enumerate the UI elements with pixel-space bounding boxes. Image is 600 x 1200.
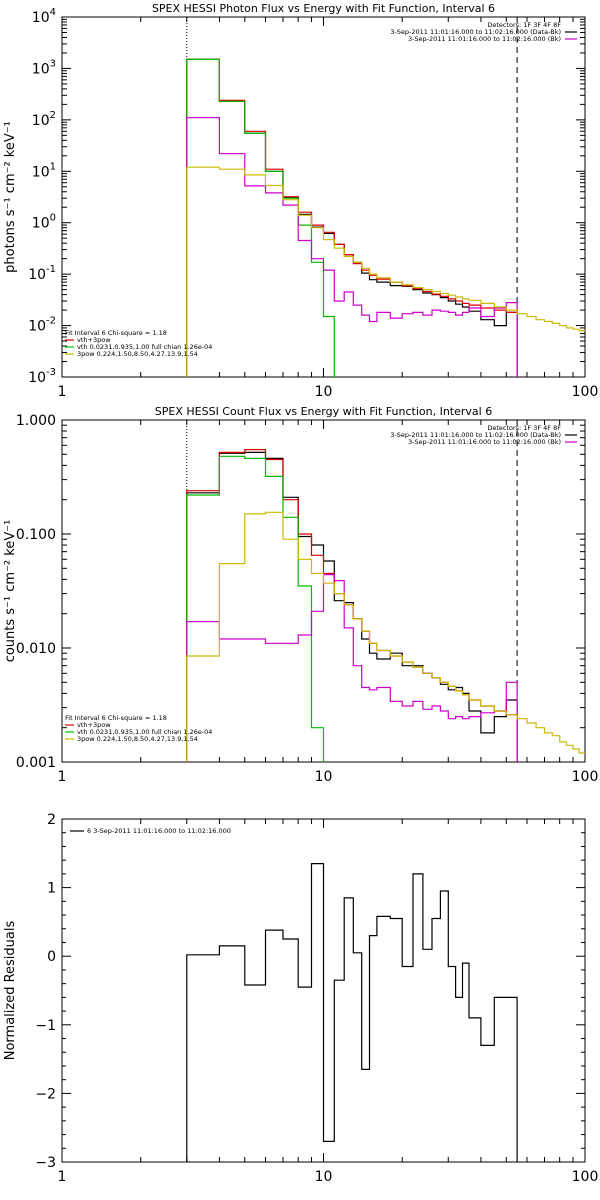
series-group [186, 449, 585, 762]
legend-entry: Detectors: 1F 3F 4F 8F [487, 21, 561, 29]
series-line-4 [186, 574, 518, 762]
series-line-1 [186, 58, 518, 377]
series-line-1 [186, 451, 518, 762]
legend-entry: vth 0.0231,0.935,1.00 full chian 1.26e-0… [77, 728, 212, 736]
chart-title: SPEX HESSI Photon Flux vs Energy with Fi… [152, 2, 495, 15]
y-tick-exponent: 2 [50, 110, 56, 121]
y-tick-exponent: -3 [46, 367, 56, 378]
y-tick-exponent: 1 [50, 161, 56, 172]
y-tick-label: −1 [35, 1018, 56, 1034]
y-tick-label: 100 [32, 213, 56, 232]
legend-entry: Fit Interval 6 Chi-square = 1.18 [65, 329, 167, 337]
y-axis-label: Normalized Residuals [3, 921, 18, 1061]
series-line-2 [186, 58, 518, 377]
y-tick-label: 101 [32, 161, 56, 180]
y-tick-label: 103 [32, 58, 56, 77]
y-tick-label: 104 [32, 7, 56, 26]
chart-panel-2: SPEX HESSI Count Flux vs Energy with Fit… [3, 405, 598, 785]
legend-entry: Fit Interval 6 Chi-square = 1.18 [65, 714, 167, 722]
legend-entry: 3-Sep-2011 11:01:16.000 to 11:02:16.000 … [390, 28, 561, 36]
chart-panel-1: SPEX HESSI Photon Flux vs Energy with Fi… [3, 2, 598, 400]
series-line-5 [186, 166, 585, 377]
legend-entry: vth 0.0231,0.935,1.00 full chian 1.26e-0… [77, 343, 212, 351]
y-tick-exponent: -2 [46, 316, 56, 327]
series-group [186, 58, 585, 377]
legend-entry: 3pow 0.224,1.50,8.50,4.27,13.9,1.54 [77, 735, 198, 743]
y-tick-label: 1.000 [16, 413, 56, 429]
series-group [186, 863, 518, 1162]
x-tick-label: 1 [58, 769, 67, 785]
x-tick-label: 10 [315, 384, 333, 400]
legend-entry: Detectors: 1F 3F 4F 8F [487, 424, 561, 432]
y-tick-label: 0 [47, 949, 56, 965]
series-line-1 [186, 863, 518, 1162]
legend-entry: 3-Sep-2011 11:01:16.000 to 11:02:16.000 … [408, 35, 561, 43]
y-tick-label: 2 [47, 812, 56, 828]
y-axis-label: photons s⁻¹ cm⁻² keV⁻¹ [3, 121, 18, 273]
chart-title: SPEX HESSI Count Flux vs Energy with Fit… [155, 405, 492, 418]
y-tick-exponent: 4 [50, 7, 56, 18]
series-line-2 [186, 449, 518, 762]
legend-entry: vth+3pow [77, 336, 111, 344]
y-tick-exponent: -1 [46, 264, 56, 275]
x-tick-label: 1 [58, 1169, 67, 1185]
series-line-3 [186, 58, 335, 377]
y-tick-exponent: 3 [50, 58, 56, 69]
y-tick-label: 10-1 [28, 264, 56, 283]
y-tick-label: −2 [35, 1086, 56, 1102]
x-tick-label: 10 [315, 769, 333, 785]
legend-entry: 6 3-Sep-2011 11:01:16.000 to 11:02:16.00… [87, 827, 231, 835]
legend-entry: 3pow 0.224,1.50,8.50,4.27,13.9,1.54 [77, 350, 198, 358]
x-tick-label: 1 [58, 384, 67, 400]
y-tick-label: 0.010 [16, 641, 56, 657]
legend-entry: 3-Sep-2011 11:01:16.000 to 11:02:16.000 … [390, 431, 561, 439]
series-line-3 [186, 455, 325, 762]
y-tick-label: 0.100 [16, 527, 56, 543]
y-tick-exponent: 0 [50, 213, 56, 224]
y-axis-label: counts s⁻¹ cm⁻² keV⁻¹ [3, 520, 18, 663]
y-tick-label: 102 [32, 110, 56, 129]
y-tick-label: 0.001 [16, 755, 56, 771]
x-tick-label: 10 [315, 1169, 333, 1185]
x-tick-label: 100 [572, 1169, 599, 1185]
series-line-5 [186, 511, 585, 762]
y-tick-label: 10-2 [28, 316, 56, 335]
x-tick-label: 100 [572, 769, 599, 785]
legend-entry: 3-Sep-2011 11:01:16.000 to 11:02:16.000 … [408, 438, 561, 446]
y-tick-label: 1 [47, 881, 56, 897]
series-line-4 [186, 117, 518, 377]
y-tick-label: 10-3 [28, 367, 56, 386]
y-tick-label: −3 [35, 1155, 56, 1171]
legend-entry: vth+3pow [77, 721, 111, 729]
x-tick-label: 100 [572, 384, 599, 400]
